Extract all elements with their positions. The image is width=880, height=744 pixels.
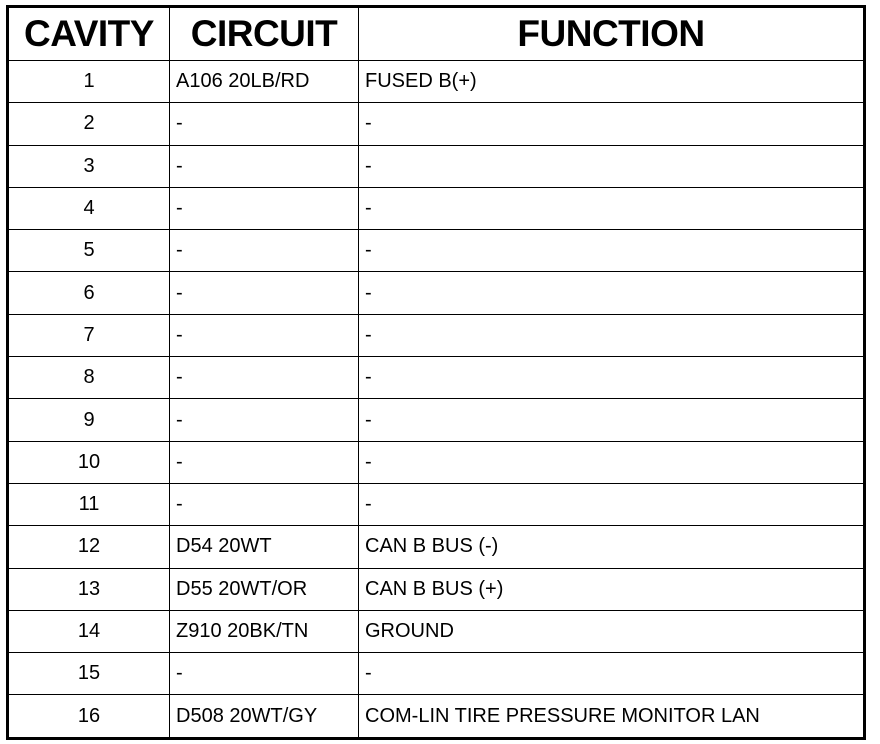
connector-pinout-table: CAVITY CIRCUIT FUNCTION 1 A106 20LB/RD FUS…: [6, 5, 866, 740]
circuit-cell: -: [169, 186, 359, 231]
cavity-cell: 2: [7, 102, 170, 146]
table-row: 8--: [7, 356, 865, 400]
cavity-cell: 3: [7, 144, 170, 188]
cavity-cell: 1: [7, 59, 170, 104]
function-cell: -: [358, 229, 865, 273]
function-cell: -: [358, 271, 865, 315]
cavity-cell: 6: [7, 271, 170, 315]
header-row: CAVITY CIRCUIT FUNCTION: [7, 6, 865, 61]
function-cell: CAN B BUS (+): [358, 567, 865, 611]
header-function: FUNCTION: [358, 6, 865, 61]
cavity-cell: 12: [7, 525, 170, 569]
circuit-cell: -: [169, 144, 359, 188]
function-cell: COM-LIN TIRE PRESSURE MONITOR LAN: [358, 694, 865, 739]
table-row: 4--: [7, 186, 865, 231]
circuit-cell: -: [169, 482, 359, 527]
cavity-cell: 4: [7, 186, 170, 231]
table-row: 14 Z910 20BK/TN GROUND: [7, 609, 865, 654]
cavity-cell: 11: [7, 482, 170, 527]
table-row: 13 D55 20WT/OR CAN B BUS (+): [7, 567, 865, 611]
function-cell: FUSED B(+): [358, 59, 865, 104]
cavity-cell: 10: [7, 440, 170, 484]
circuit-cell: -: [169, 313, 359, 358]
circuit-cell: D54 20WT: [169, 525, 359, 569]
circuit-cell: D508 20WT/GY: [169, 694, 359, 739]
circuit-cell: -: [169, 398, 359, 442]
table-row: 10- -: [7, 440, 865, 484]
function-cell: -: [358, 102, 865, 146]
circuit-cell: D55 20WT/OR: [169, 567, 359, 611]
function-cell: -: [358, 144, 865, 188]
cavity-cell: 14: [7, 609, 170, 654]
table-row: 1 A106 20LB/RD FUSED B(+): [7, 59, 865, 104]
function-cell: -: [358, 186, 865, 231]
table-row: 11- -: [7, 482, 865, 527]
function-cell: -: [358, 313, 865, 358]
function-cell: GROUND: [358, 609, 865, 654]
cavity-cell: 8: [7, 356, 170, 400]
cavity-cell: 15: [7, 652, 170, 696]
circuit-cell: -: [169, 102, 359, 146]
function-cell: -: [358, 482, 865, 527]
circuit-cell: -: [169, 440, 359, 484]
function-cell: -: [358, 356, 865, 400]
circuit-cell: -: [169, 271, 359, 315]
table-row: 3--: [7, 144, 865, 188]
function-cell: CAN B BUS (-): [358, 525, 865, 569]
circuit-cell: -: [169, 356, 359, 400]
circuit-cell: Z910 20BK/TN: [169, 609, 359, 654]
table-row: 15- -: [7, 652, 865, 696]
cavity-cell: 9: [7, 398, 170, 442]
cavity-cell: 16: [7, 694, 170, 739]
cavity-cell: 7: [7, 313, 170, 358]
table-row: 9--: [7, 398, 865, 442]
table-row: 2--: [7, 102, 865, 146]
table-row: 6--: [7, 271, 865, 315]
table-row: 7--: [7, 313, 865, 358]
circuit-cell: -: [169, 229, 359, 273]
table-row: 5--: [7, 229, 865, 273]
function-cell: -: [358, 440, 865, 484]
table-row: 16 D508 20WT/GY COM-LIN TIRE PRESSURE MONI…: [7, 694, 865, 739]
table-row: 12 D54 20WT CAN B BUS (-): [7, 525, 865, 569]
circuit-cell: A106 20LB/RD: [169, 59, 359, 104]
function-cell: -: [358, 398, 865, 442]
cavity-cell: 13: [7, 567, 170, 611]
circuit-cell: -: [169, 652, 359, 696]
header-circuit: CIRCUIT: [169, 6, 359, 61]
cavity-cell: 5: [7, 229, 170, 273]
function-cell: -: [358, 652, 865, 696]
header-cavity: CAVITY: [7, 6, 170, 61]
